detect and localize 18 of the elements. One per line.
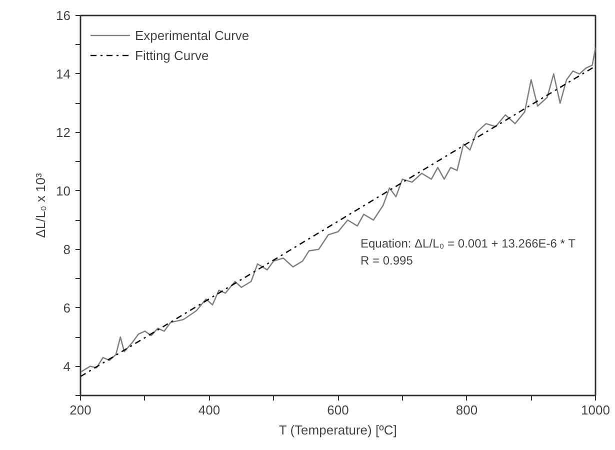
y-tick-label: 10	[56, 183, 71, 198]
annotation: Equation: ΔL/L₀ = 0.001 + 13.266E-6 * T	[360, 236, 576, 250]
x-tick-label: 600	[327, 402, 349, 418]
y-tick-label: 16	[56, 8, 71, 23]
legend-label: Experimental Curve	[135, 28, 250, 42]
y-axis-title: ΔL/L₀ x 10³	[33, 172, 48, 238]
x-tick-label: 800	[456, 402, 478, 418]
x-tick-label: 200	[70, 402, 92, 418]
x-tick-label: 1000	[581, 402, 610, 418]
y-tick-label: 6	[63, 300, 71, 316]
annotation: R = 0.995	[360, 254, 414, 268]
y-tick-label: 14	[56, 66, 71, 82]
legend-label: Fitting Curve	[135, 48, 209, 62]
y-tick-label: 8	[63, 242, 71, 257]
x-tick-label: 400	[198, 402, 220, 418]
y-tick-label: 12	[56, 124, 71, 140]
x-axis-title: T (Temperature) [ºC]	[278, 422, 397, 438]
y-tick-label: 4	[63, 358, 71, 374]
